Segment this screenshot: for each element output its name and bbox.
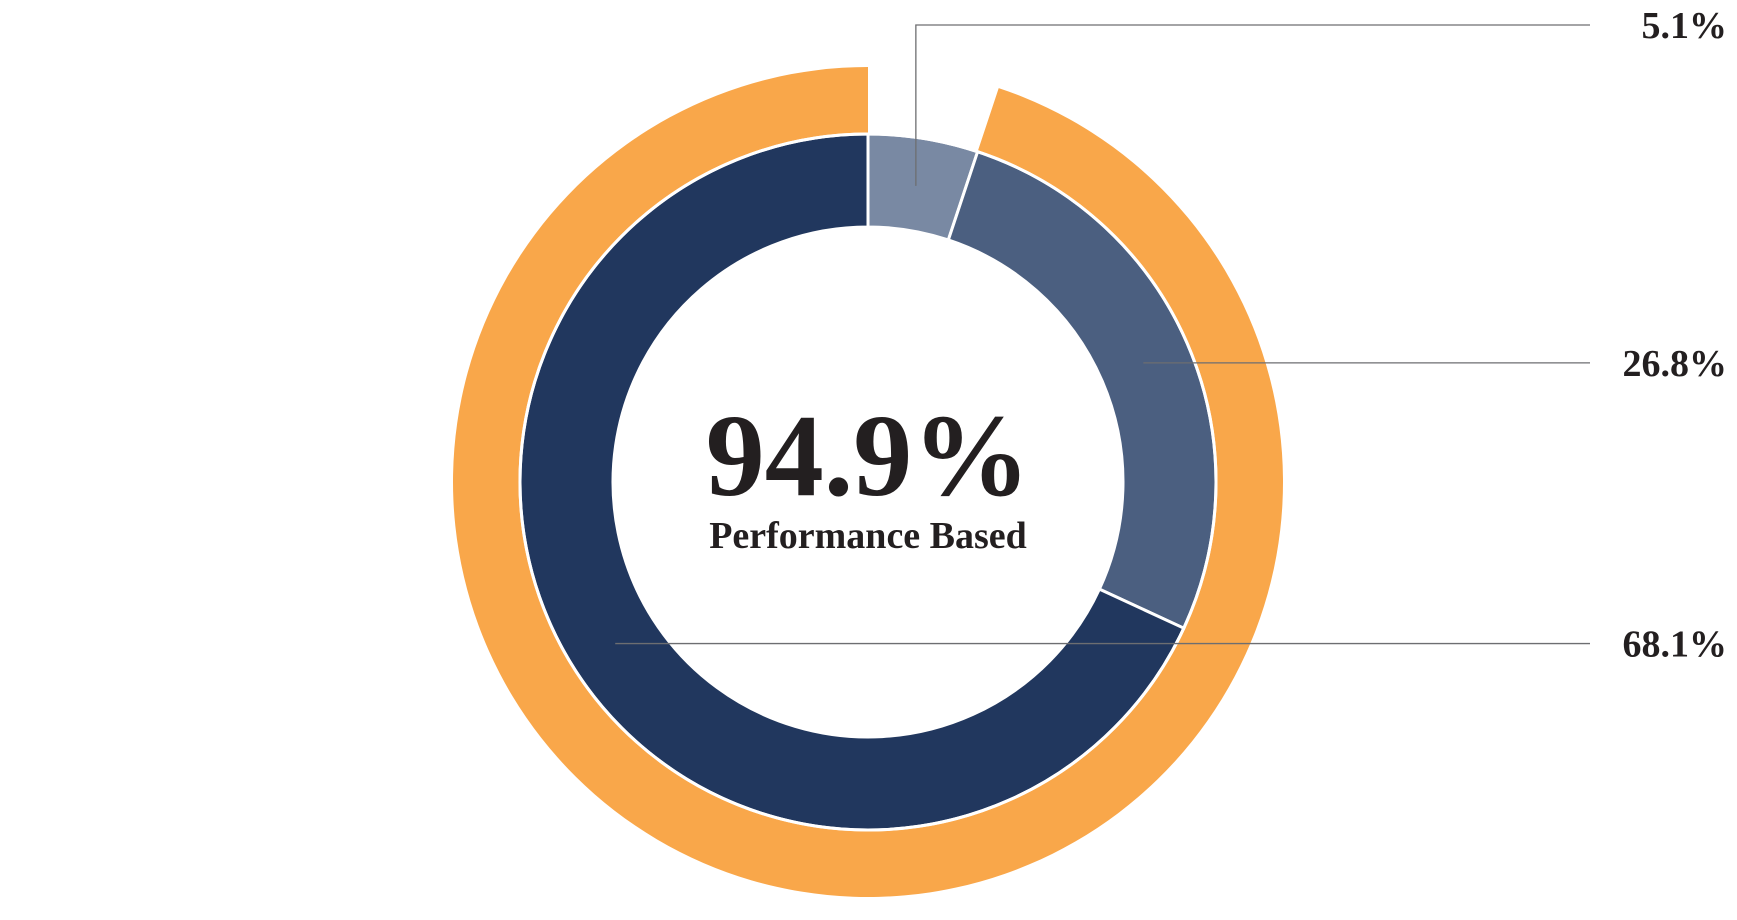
ring-separator: [518, 132, 1218, 832]
leader-line-1: [915, 24, 1590, 186]
center-caption: Performance Based: [709, 515, 1027, 557]
center-value: 94.9%: [706, 390, 1031, 521]
callout-labels: 5.1% 26.8% 68.1%: [1623, 5, 1728, 666]
inner-ring: [518, 132, 1218, 832]
callout-leaders: [615, 24, 1590, 645]
slice-label-1: 5.1%: [1642, 5, 1728, 47]
slice-label-3: 68.1%: [1623, 624, 1728, 666]
slice-label-2: 26.8%: [1623, 343, 1728, 385]
